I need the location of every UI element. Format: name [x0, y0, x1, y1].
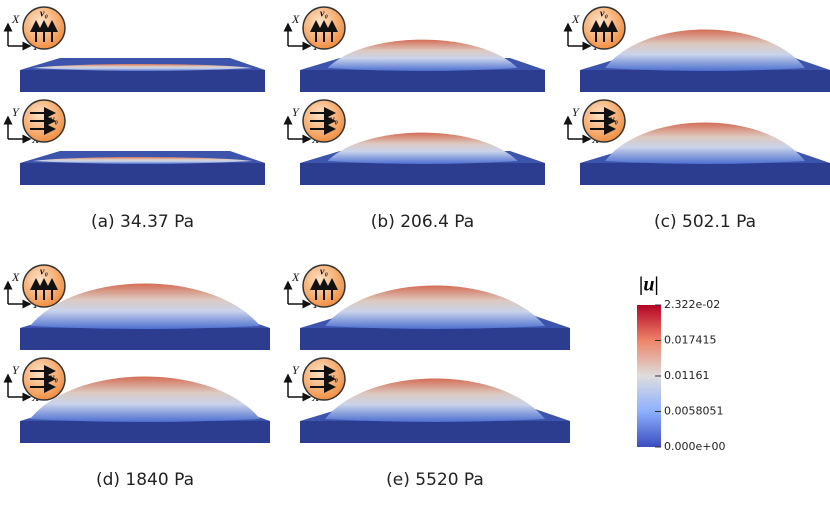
colorbar-tick-label: 0.000e+00: [664, 440, 725, 453]
droplet: [327, 132, 518, 164]
panel-caption: (a) 34.37 Pa: [91, 212, 194, 232]
substrate-front: [20, 163, 265, 185]
droplet: [32, 63, 253, 71]
flow-label: v₀: [50, 114, 58, 125]
axis-label: X: [291, 12, 300, 26]
flow-label: v₀: [50, 372, 58, 383]
substrate-front: [300, 70, 545, 92]
flow-label: v₀: [320, 266, 328, 277]
axis-label: Y: [12, 363, 20, 377]
flow-label: v₀: [330, 372, 338, 383]
flow-label: v₀: [40, 266, 48, 277]
droplet: [30, 283, 260, 329]
panel: XYv₀YXv₀(e) 5520 Pa: [283, 264, 570, 490]
colorbar-tick-label: 0.01161: [664, 369, 710, 382]
panel-caption: (b) 206.4 Pa: [371, 212, 474, 232]
flow-label: v₀: [330, 114, 338, 125]
panel: XYv₀YXv₀(d) 1840 Pa: [3, 264, 270, 490]
flow-label: v₀: [320, 8, 328, 19]
substrate-front: [300, 163, 545, 185]
droplet: [605, 29, 805, 71]
droplet: [605, 122, 805, 164]
panel: XYv₀YXv₀(c) 502.1 Pa: [563, 6, 830, 232]
colorbar-title: |u|: [639, 274, 659, 296]
flow-label: v₀: [40, 8, 48, 19]
flow-label: v₀: [610, 114, 618, 125]
flow-label: v₀: [600, 8, 608, 19]
substrate-front: [20, 421, 270, 443]
panel-caption: (c) 502.1 Pa: [654, 212, 756, 232]
axis-label: Y: [572, 105, 580, 119]
substrate-front: [580, 70, 830, 92]
substrate-front: [300, 328, 570, 350]
axis-label: Y: [292, 105, 300, 119]
colorbar-tick-label: 0.0058051: [664, 404, 724, 417]
droplet: [30, 376, 260, 422]
axis-label: X: [571, 12, 580, 26]
droplet: [325, 378, 545, 422]
axis-label: X: [11, 12, 20, 26]
axis-label: X: [11, 270, 20, 284]
panel-caption: (d) 1840 Pa: [96, 470, 194, 490]
substrate-front: [20, 328, 270, 350]
droplet: [32, 156, 253, 164]
panel-caption: (e) 5520 Pa: [386, 470, 484, 490]
colorbar-tick-label: 0.017415: [664, 334, 717, 347]
substrate-front: [580, 163, 830, 185]
colorbar-tick-label: 2.322e-02: [664, 298, 720, 311]
droplet: [325, 285, 545, 329]
panel: XYv₀YXv₀(b) 206.4 Pa: [283, 6, 545, 232]
axis-label: Y: [12, 105, 20, 119]
substrate-front: [20, 70, 265, 92]
axis-label: X: [291, 270, 300, 284]
substrate-front: [300, 421, 570, 443]
droplet: [327, 39, 518, 71]
axis-label: Y: [292, 363, 300, 377]
panel: XYv₀YXv₀(a) 34.37 Pa: [3, 6, 265, 232]
